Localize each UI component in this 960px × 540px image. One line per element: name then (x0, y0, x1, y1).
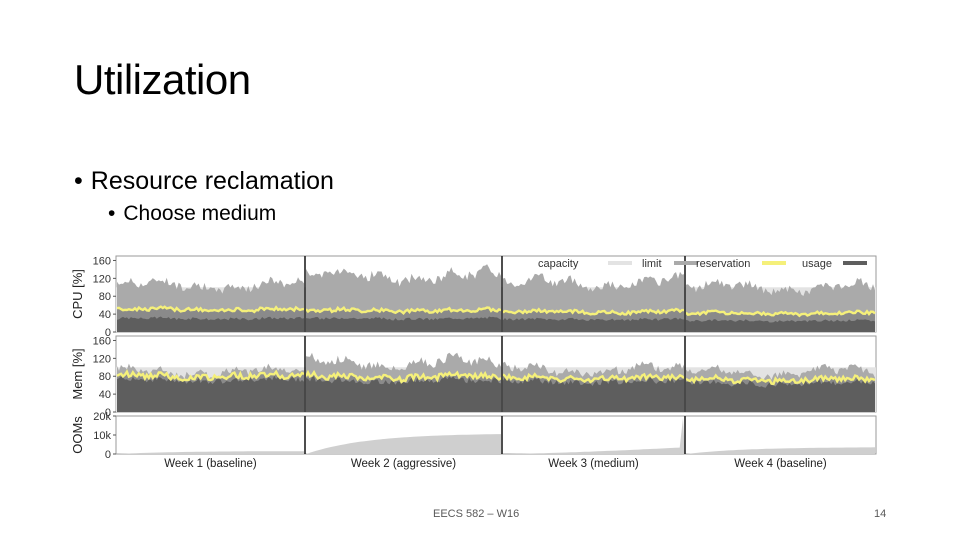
reservation-line (305, 305, 502, 315)
y-axis-label: OOMs (70, 416, 85, 454)
legend-reservation-label: reservation (696, 258, 750, 270)
usage-area (117, 316, 304, 332)
legend-limit-swatch (674, 261, 698, 265)
usage-area (503, 317, 684, 332)
y-tick-label: 20k (93, 411, 111, 423)
y-axis-label: CPU [%] (70, 269, 85, 319)
ooms-spike (679, 418, 685, 454)
reservation-line (304, 369, 502, 384)
legend-capacity-label: capacity (538, 258, 579, 270)
legend-limit-label: limit (642, 258, 662, 270)
ooms-area (503, 447, 684, 454)
week-label: Week 4 (baseline) (734, 458, 827, 470)
y-axis-label: Mem [%] (70, 348, 85, 399)
ooms-area (686, 447, 875, 454)
y-tick-label: 80 (99, 291, 111, 303)
y-tick-label: 10k (93, 430, 111, 442)
bullet-choose-medium: • Choose medium (108, 202, 276, 226)
footer-course: EECS 582 – W16 (433, 508, 520, 520)
y-tick-label: 40 (99, 309, 111, 321)
y-tick-label: 80 (99, 371, 111, 383)
slide-title: Utilization (74, 56, 251, 103)
y-tick-label: 120 (93, 273, 111, 285)
bullet-resource-reclamation: • Resource reclamation (74, 167, 334, 196)
legend-usage-label: usage (802, 258, 832, 270)
bullet-dot: • (74, 167, 83, 195)
week-label: Week 3 (medium) (548, 458, 639, 470)
reservation-line (116, 305, 305, 314)
utilization-chart: 160 120 80 40 0 CPU [%] 160 120 80 40 0 Mem [%] 20k 1… (70, 255, 877, 470)
legend-reservation-swatch (762, 261, 786, 265)
usage-area (306, 316, 501, 332)
bullet-dot: • (108, 202, 116, 225)
week-label: Week 2 (aggressive) (351, 458, 456, 470)
bullet-text: Resource reclamation (90, 167, 334, 195)
ooms-area (306, 434, 501, 454)
reservation-line (502, 372, 685, 384)
y-tick-label: 120 (93, 353, 111, 365)
y-tick-label: 40 (99, 389, 111, 401)
legend-capacity-swatch (608, 261, 632, 265)
y-tick-label: 160 (93, 335, 111, 347)
y-tick-label: 160 (93, 255, 111, 267)
usage-area (503, 377, 684, 412)
usage-area (117, 375, 304, 412)
page-number: 14 (874, 508, 887, 520)
ooms-area (117, 451, 304, 454)
y-tick-label: 0 (105, 327, 111, 339)
reservation-line (685, 373, 876, 386)
bullet-text: Choose medium (123, 202, 277, 225)
usage-area (686, 319, 875, 332)
reservation-line (685, 309, 876, 318)
usage-area (686, 379, 875, 412)
reservation-line (502, 307, 684, 317)
week-label: Week 1 (baseline) (164, 458, 257, 470)
reservation-line (116, 369, 305, 382)
usage-area (306, 376, 501, 412)
legend-usage-swatch (843, 261, 867, 265)
y-tick-label: 0 (105, 449, 111, 461)
y-tick-label: 0 (105, 407, 111, 419)
